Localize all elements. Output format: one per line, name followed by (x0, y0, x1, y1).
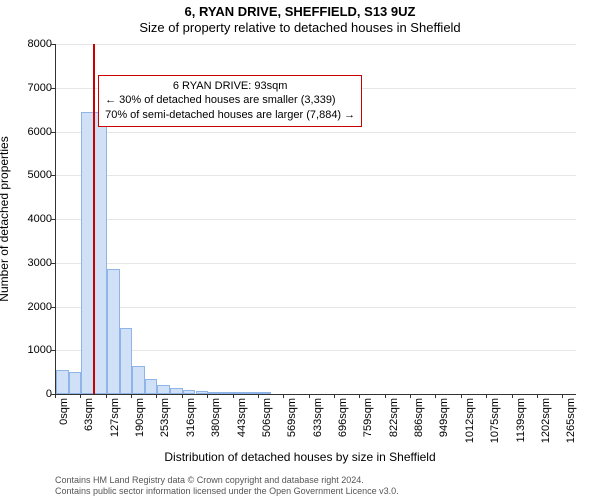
annotation-smaller: ← 30% of detached houses are smaller (3,… (105, 93, 355, 108)
x-tick-mark (435, 394, 436, 398)
x-tick-mark (131, 394, 132, 398)
y-tick-label: 0 (12, 388, 52, 400)
x-tick-mark (55, 394, 56, 398)
x-tick-mark (106, 394, 107, 398)
x-tick-label: 1139sqm (515, 398, 527, 451)
histogram-bar (196, 391, 209, 394)
histogram-bar (120, 328, 133, 394)
annotation-larger: 70% of semi-detached houses are larger (… (105, 108, 355, 123)
x-tick-label: 443sqm (236, 398, 248, 451)
histogram-bar (234, 392, 247, 394)
x-tick-label: 0sqm (58, 398, 70, 451)
x-tick-mark (283, 394, 284, 398)
y-tick-label: 1000 (12, 344, 52, 356)
x-tick-mark (156, 394, 157, 398)
x-tick-mark (562, 394, 563, 398)
x-tick-mark (258, 394, 259, 398)
x-tick-mark (80, 394, 81, 398)
x-tick-label: 696sqm (337, 398, 349, 451)
annotation-title: 6 RYAN DRIVE: 93sqm (105, 79, 355, 94)
y-tick-label: 2000 (12, 301, 52, 313)
histogram-bar (107, 269, 120, 394)
x-tick-label: 316sqm (185, 398, 197, 451)
plot-area: 6 RYAN DRIVE: 93sqm ← 30% of detached ho… (55, 44, 576, 395)
x-tick-label: 1075sqm (489, 398, 501, 451)
y-axis-label: Number of detached properties (0, 136, 11, 301)
y-tick-label: 3000 (12, 257, 52, 269)
x-tick-label: 63sqm (83, 398, 95, 451)
histogram-bar (94, 112, 107, 394)
x-tick-mark (385, 394, 386, 398)
x-tick-mark (334, 394, 335, 398)
x-tick-mark (309, 394, 310, 398)
y-tick-label: 8000 (12, 38, 52, 50)
histogram-chart: 6, RYAN DRIVE, SHEFFIELD, S13 9UZ Size o… (0, 0, 600, 500)
x-tick-label: 886sqm (413, 398, 425, 451)
x-tick-mark (359, 394, 360, 398)
x-tick-label: 1265sqm (565, 398, 577, 451)
x-tick-label: 949sqm (438, 398, 450, 451)
gridline (56, 175, 576, 176)
x-tick-label: 1202sqm (540, 398, 552, 451)
gridline (56, 44, 576, 45)
property-marker-line (93, 44, 95, 394)
x-tick-label: 822sqm (388, 398, 400, 451)
x-tick-mark (461, 394, 462, 398)
y-tick-label: 6000 (12, 126, 52, 138)
chart-subtitle: Size of property relative to detached ho… (0, 20, 600, 35)
gridline (56, 350, 576, 351)
footer-line-2: Contains public sector information licen… (55, 486, 399, 497)
gridline (56, 307, 576, 308)
x-tick-label: 190sqm (134, 398, 146, 451)
gridline (56, 132, 576, 133)
y-tick-label: 7000 (12, 82, 52, 94)
histogram-bar (69, 372, 82, 394)
histogram-bar (259, 392, 272, 394)
histogram-bar (81, 112, 94, 394)
x-tick-label: 380sqm (210, 398, 222, 451)
gridline (56, 219, 576, 220)
copyright-footer: Contains HM Land Registry data © Crown c… (55, 475, 399, 497)
histogram-bar (208, 392, 221, 394)
x-tick-mark (182, 394, 183, 398)
histogram-bar (145, 379, 158, 394)
x-tick-mark (537, 394, 538, 398)
histogram-bar (157, 385, 170, 394)
chart-title-address: 6, RYAN DRIVE, SHEFFIELD, S13 9UZ (0, 4, 600, 19)
x-tick-mark (233, 394, 234, 398)
x-tick-label: 506sqm (261, 398, 273, 451)
x-axis-label: Distribution of detached houses by size … (0, 450, 600, 464)
x-tick-mark (512, 394, 513, 398)
y-tick-label: 5000 (12, 169, 52, 181)
footer-line-1: Contains HM Land Registry data © Crown c… (55, 475, 399, 486)
x-tick-label: 633sqm (312, 398, 324, 451)
y-tick-label: 4000 (12, 213, 52, 225)
x-tick-mark (410, 394, 411, 398)
x-tick-mark (486, 394, 487, 398)
x-tick-label: 569sqm (286, 398, 298, 451)
histogram-bar (183, 390, 196, 394)
x-tick-label: 127sqm (109, 398, 121, 451)
annotation-box: 6 RYAN DRIVE: 93sqm ← 30% of detached ho… (98, 75, 362, 128)
histogram-bar (56, 370, 69, 394)
gridline (56, 263, 576, 264)
x-tick-label: 253sqm (159, 398, 171, 451)
histogram-bar (132, 366, 145, 394)
x-tick-mark (207, 394, 208, 398)
x-tick-label: 1012sqm (464, 398, 476, 451)
x-tick-label: 759sqm (362, 398, 374, 451)
